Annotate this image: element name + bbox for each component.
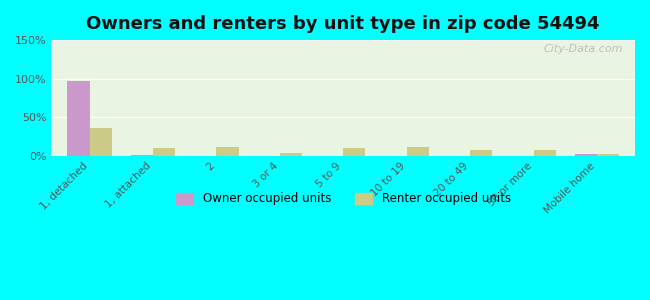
Bar bbox=[407, 147, 429, 156]
Bar bbox=[470, 150, 492, 156]
Bar bbox=[131, 155, 153, 156]
Bar bbox=[90, 128, 112, 156]
Title: Owners and renters by unit type in zip code 54494: Owners and renters by unit type in zip c… bbox=[86, 15, 600, 33]
Bar bbox=[343, 148, 365, 156]
Bar bbox=[153, 148, 175, 156]
Bar bbox=[575, 154, 597, 156]
Bar bbox=[68, 81, 90, 156]
Legend: Owner occupied units, Renter occupied units: Owner occupied units, Renter occupied un… bbox=[171, 188, 515, 210]
Bar bbox=[534, 150, 556, 156]
Bar bbox=[216, 146, 239, 156]
Text: City-Data.com: City-Data.com bbox=[544, 44, 623, 54]
Bar bbox=[280, 154, 302, 156]
Bar bbox=[597, 154, 619, 156]
